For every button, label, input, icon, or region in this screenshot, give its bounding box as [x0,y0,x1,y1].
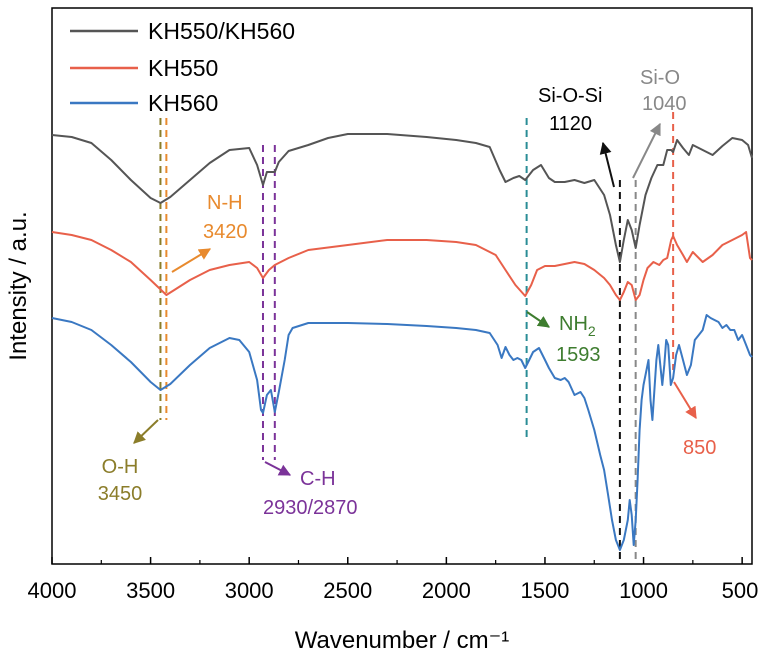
x-tick-label-3000: 3000 [225,578,274,603]
annotation-nh-label: N-H [207,192,243,214]
legend-label-1: KH550 [148,55,218,81]
annotation-oh-value: 3450 [98,483,143,505]
x-tick-label-1500: 1500 [520,578,569,603]
annotation-sio-label: Si-O [640,67,680,89]
annotation-oh-label: O-H [102,456,139,478]
annotation-siosi-arrow [599,141,615,188]
x-tick-label-3500: 3500 [126,578,175,603]
x-tick-label-2000: 2000 [422,578,471,603]
annotation-siosi-label: Si-O-Si [538,85,602,107]
legend-label-2: KH560 [148,90,218,116]
y-axis-title: Intensity / a.u. [5,211,32,360]
annotation-sio-value: 1040 [642,93,687,115]
x-axis-title: Wavenumber / cm⁻¹ [295,627,510,654]
x-tick-label-4000: 4000 [28,578,77,603]
annotation-sio-arrow [632,122,661,179]
x-tick-label-500: 500 [722,578,759,603]
x-tick-label-2500: 2500 [323,578,372,603]
x-ticks: 4000 3500 3000 2500 2000 1500 1000 500 [28,557,759,603]
annotation-850-arrow [673,381,697,420]
subscript-two: 2 [588,323,596,339]
series-lines [51,133,753,551]
annotation-oh-arrow [133,419,159,444]
legend-label-0: KH550/KH560 [148,18,295,44]
series-line-1 [51,231,753,301]
reference-lines [159,112,675,560]
annotation-ch-arrow [264,461,292,476]
annotation-nh2-value: 1593 [556,344,601,366]
annotation-ch-value: 2930/2870 [263,497,358,519]
annotation-nh2-label: NH2 [559,313,596,339]
annotations: N-H 3420 O-H 3450 C-H 2930/2870 NH2 1593… [98,67,717,519]
legend: KH550/KH560 KH550 KH560 [70,18,295,116]
annotation-ch-label: C-H [300,468,336,490]
annotation-nh2-arrow [526,311,550,328]
annotation-850-value: 850 [683,437,716,459]
annotation-nh-arrow [171,248,212,273]
annotation-nh-value: 3420 [203,221,248,243]
series-line-2 [51,314,753,551]
annotation-siosi-value: 1120 [549,113,592,135]
series-line-0 [51,133,753,263]
x-tick-label-1000: 1000 [619,578,668,603]
plot-frame [51,7,753,565]
